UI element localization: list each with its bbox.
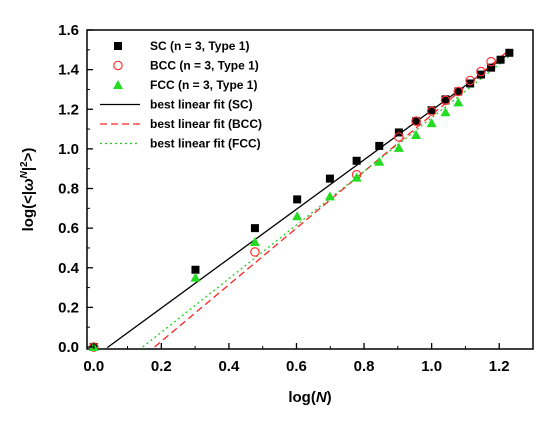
data-point bbox=[476, 70, 485, 79]
data-point bbox=[440, 107, 451, 117]
data-point bbox=[427, 106, 436, 115]
data-point bbox=[412, 117, 421, 126]
data-point bbox=[293, 195, 302, 204]
y-tick-label: 0.0 bbox=[58, 339, 79, 356]
x-title-var: N bbox=[316, 389, 328, 406]
data-point bbox=[250, 224, 259, 233]
y-tick-label: 0.8 bbox=[58, 181, 79, 198]
y-title-var: ω bbox=[20, 178, 37, 191]
data-point bbox=[351, 172, 362, 182]
x-tick-label: 0.6 bbox=[286, 358, 307, 375]
data-point bbox=[250, 247, 260, 257]
legend-marker bbox=[113, 60, 123, 71]
legend-marker bbox=[114, 42, 122, 50]
data-point bbox=[352, 156, 361, 165]
legend-label: best linear fit (FCC) bbox=[150, 137, 261, 151]
x-tick-label: 1.2 bbox=[489, 358, 510, 375]
data-point bbox=[249, 237, 260, 247]
y-tick-label: 0.4 bbox=[58, 260, 80, 277]
plot-frame bbox=[86, 29, 534, 350]
data-point bbox=[454, 87, 463, 96]
data-point bbox=[325, 174, 334, 183]
y-tick-label: 1.4 bbox=[58, 62, 80, 79]
data-point bbox=[411, 130, 422, 140]
data-point bbox=[292, 211, 303, 221]
data-point bbox=[466, 79, 475, 88]
data-point bbox=[441, 95, 450, 104]
plot-border bbox=[86, 29, 534, 350]
data-point bbox=[426, 106, 437, 117]
data-point bbox=[191, 265, 200, 274]
data-point bbox=[440, 95, 451, 106]
legend: SC (n = 3, Type 1) BCC (n = 3, Type 1) FCC… bbox=[100, 39, 262, 151]
data-point bbox=[496, 55, 505, 64]
data-point bbox=[505, 48, 514, 57]
data-point bbox=[487, 63, 496, 72]
y-title-sup2: 2 bbox=[19, 161, 30, 167]
y-tick-label: 1.0 bbox=[58, 141, 79, 158]
data-point bbox=[486, 56, 496, 67]
data-point bbox=[374, 156, 385, 166]
data-point bbox=[476, 66, 486, 77]
legend-label: BCC (n = 3, Type 1) bbox=[150, 59, 259, 73]
y-axis-title: log(<|ωN|2>) bbox=[19, 148, 37, 232]
x-tick-label: 0.4 bbox=[218, 358, 240, 375]
data-point bbox=[411, 116, 421, 126]
data-point bbox=[375, 141, 384, 150]
data-point bbox=[190, 272, 201, 282]
x-axis: 0.0 0.2 0.4 0.6 0.8 1.0 1.2 bbox=[83, 343, 534, 375]
data-point bbox=[393, 142, 404, 152]
x-tick-label: 1.0 bbox=[421, 358, 442, 375]
data-point bbox=[465, 75, 475, 86]
legend-label: SC (n = 3, Type 1) bbox=[150, 39, 249, 53]
y-tick-label: 1.2 bbox=[58, 101, 79, 118]
x-title-prefix: log( bbox=[288, 389, 316, 406]
legend-label: best linear fit (SC) bbox=[150, 98, 253, 112]
y-title-prefix: log(<| bbox=[20, 191, 37, 231]
y-title-sup: N bbox=[19, 170, 30, 178]
legend-marker bbox=[113, 80, 123, 89]
data-point bbox=[394, 132, 404, 142]
y-tick-label: 1.6 bbox=[58, 22, 79, 39]
y-tick-label: 0.6 bbox=[58, 220, 79, 237]
x-title-suffix: ) bbox=[327, 389, 332, 406]
y-tick-label: 0.2 bbox=[58, 299, 79, 316]
data-point bbox=[324, 191, 335, 201]
x-tick-label: 0.8 bbox=[354, 358, 375, 375]
data-point bbox=[453, 97, 464, 107]
y-title-mid: | bbox=[20, 167, 37, 171]
y-axis: 0.0 0.2 0.4 0.6 0.8 1.0 1.2 1.4 1.6 bbox=[58, 22, 93, 356]
legend-label: best linear fit (BCC) bbox=[150, 117, 262, 131]
data-point bbox=[426, 118, 437, 128]
fit-lines bbox=[106, 50, 512, 349]
y-title-suffix: >) bbox=[20, 148, 37, 162]
data-markers bbox=[88, 48, 514, 352]
legend-label: FCC (n = 3, Type 1) bbox=[150, 78, 257, 92]
x-tick-label: 0.0 bbox=[83, 358, 104, 375]
x-axis-title: log(N) bbox=[288, 389, 331, 406]
data-point bbox=[453, 86, 464, 97]
x-tick-label: 0.2 bbox=[151, 358, 172, 375]
